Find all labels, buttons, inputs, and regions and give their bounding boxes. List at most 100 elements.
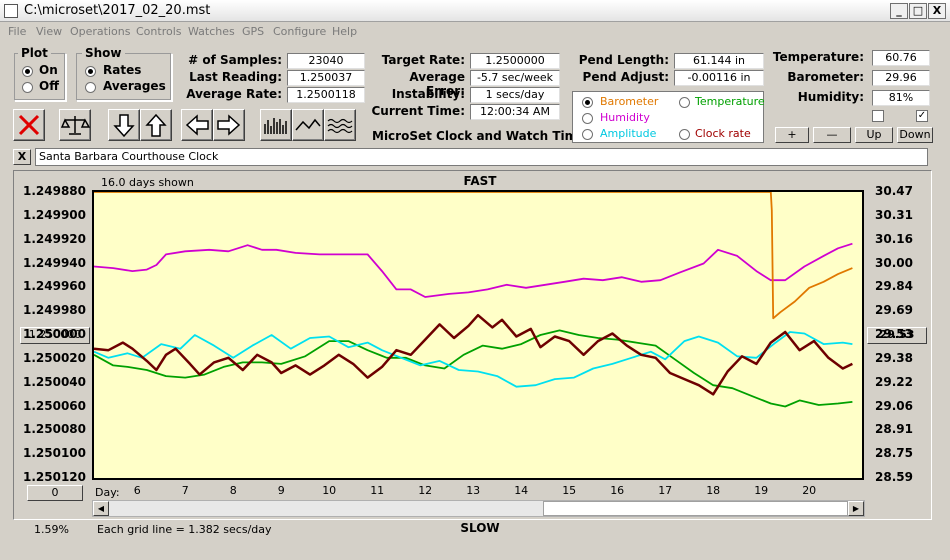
plot-frame <box>13 170 932 520</box>
arrow-left-icon <box>185 114 209 136</box>
checkbox-left[interactable] <box>872 110 884 122</box>
slow-label: SLOW <box>460 521 500 535</box>
plot-group-title: Plot <box>18 46 51 60</box>
clock-name-field[interactable]: Santa Barbara Courthouse Clock <box>35 148 928 166</box>
chart-svg <box>94 192 853 408</box>
right-tick-label: 29.38 <box>875 350 913 365</box>
minus-button[interactable]: — <box>813 127 851 143</box>
app-icon <box>4 4 18 18</box>
amplitude-radio[interactable] <box>582 129 593 140</box>
left-tick-label: 1.249960 <box>22 279 86 294</box>
menu-configure[interactable]: Configure <box>273 25 327 38</box>
x-tick-label: 10 <box>322 484 337 497</box>
stop-button[interactable] <box>13 109 45 141</box>
humidity-label: Humidity: <box>797 90 864 104</box>
right-tick-label: 29.06 <box>875 398 913 413</box>
left-arrow-button[interactable] <box>181 109 213 141</box>
x-tick-label: 14 <box>514 484 529 497</box>
plot-area <box>92 190 864 480</box>
arrow-down-icon <box>113 114 135 138</box>
left-tick-label: 1.250080 <box>22 422 86 437</box>
left-tick-label: 1.250120 <box>22 470 86 484</box>
menu-operations[interactable]: Operations <box>70 25 131 38</box>
scroll-right-arrow[interactable]: ▶ <box>848 501 864 516</box>
plot-off-label: Off <box>39 79 59 93</box>
left-tick-label: 1.250020 <box>22 350 86 365</box>
up-arrow-button[interactable] <box>140 109 172 141</box>
average-rate-value: 1.2500118 <box>287 87 365 103</box>
wave-view-button[interactable] <box>324 109 356 141</box>
humidity-option: Humidity <box>600 111 650 124</box>
plot-off-radio[interactable] <box>22 82 33 93</box>
menu-gps[interactable]: GPS <box>242 25 265 38</box>
down-arrow-button[interactable] <box>108 109 140 141</box>
balance-button[interactable] <box>59 109 91 141</box>
percent-readout: 1.59% <box>34 523 69 536</box>
minimize-button[interactable]: _ <box>890 3 908 19</box>
target-rate-value: 1.2500000 <box>470 53 560 69</box>
amplitude-option: Amplitude <box>600 127 657 140</box>
menu-watches[interactable]: Watches <box>188 25 235 38</box>
down-button[interactable]: Down <box>897 127 933 143</box>
last-reading-value: 1.250037 <box>287 70 365 86</box>
checkbox-right[interactable]: ✓ <box>916 110 928 122</box>
pend-length-value: 61.144 in <box>674 53 764 69</box>
menu-view[interactable]: View <box>36 25 63 38</box>
x-tick-label: 13 <box>466 484 481 497</box>
x-tick-label: 9 <box>277 484 285 497</box>
x-tick-label: 18 <box>706 484 721 497</box>
right-tick-label: 29.69 <box>875 303 913 318</box>
plot-group <box>14 53 66 101</box>
right-tick-label: 29.22 <box>875 374 913 389</box>
maximize-button[interactable]: □ <box>909 3 927 19</box>
series-line <box>94 192 853 320</box>
plot-on-radio[interactable] <box>22 66 33 77</box>
right-arrow-button[interactable] <box>213 109 245 141</box>
right-tick-label: 29.53 <box>875 327 913 341</box>
show-rates-radio[interactable] <box>85 66 96 77</box>
zero-button[interactable]: 0 <box>27 485 83 501</box>
x-tick-label: 15 <box>562 484 577 497</box>
barometer-radio[interactable] <box>582 97 593 108</box>
scroll-left-arrow[interactable]: ◀ <box>93 501 109 516</box>
up-button[interactable]: Up <box>855 127 893 143</box>
horizontal-scrollbar[interactable]: ◀ ▶ <box>92 500 865 517</box>
line-icon <box>295 118 321 131</box>
scroll-thumb[interactable] <box>543 501 848 516</box>
menu-help[interactable]: Help <box>332 25 358 38</box>
bars-view-button[interactable] <box>260 109 292 141</box>
show-averages-radio[interactable] <box>85 82 96 93</box>
series-selector: Barometer Temperature Humidity Amplitude… <box>572 91 765 143</box>
show-averages-label: Averages <box>103 79 166 93</box>
bars-icon <box>264 118 287 134</box>
last-reading-label: Last Reading: <box>189 70 282 84</box>
x-tick-label: 17 <box>658 484 673 497</box>
left-tick-label: 1.250040 <box>22 374 86 389</box>
right-scale-button[interactable]: 29.53 <box>867 327 927 344</box>
clock-rate-radio[interactable] <box>679 129 690 140</box>
x-tick-label: 8 <box>229 484 237 497</box>
menu-controls[interactable]: Controls <box>136 25 182 38</box>
right-tick-label: 29.84 <box>875 279 913 294</box>
close-button[interactable]: X <box>928 3 946 19</box>
days-shown: 16.0 days shown <box>101 176 194 189</box>
left-scale-button[interactable]: 1.250000 <box>20 327 90 344</box>
title-bar: C:\microset\2017_02_20.mst _ □ X <box>0 0 950 22</box>
right-tick-label: 30.16 <box>875 231 913 246</box>
menu-file[interactable]: File <box>8 25 27 38</box>
barometer-value: 29.96 <box>872 70 930 86</box>
pend-length-label: Pend Length: <box>578 53 669 67</box>
right-tick-label: 30.31 <box>875 207 913 222</box>
x-tick-label: 20 <box>802 484 817 497</box>
right-tick-label: 30.00 <box>875 255 913 270</box>
menu-bar: File View Operations Controls Watches GP… <box>0 22 950 42</box>
right-tick-label: 28.91 <box>875 422 913 437</box>
line-view-button[interactable] <box>292 109 324 141</box>
x-axis-label: Day: <box>95 486 120 499</box>
temperature-radio[interactable] <box>679 97 690 108</box>
close-clock-button[interactable]: X <box>13 149 31 165</box>
plus-button[interactable]: + <box>775 127 809 143</box>
humidity-radio[interactable] <box>582 113 593 124</box>
x-tick-label: 11 <box>370 484 385 497</box>
average-rate-label: Average Rate: <box>186 87 282 101</box>
